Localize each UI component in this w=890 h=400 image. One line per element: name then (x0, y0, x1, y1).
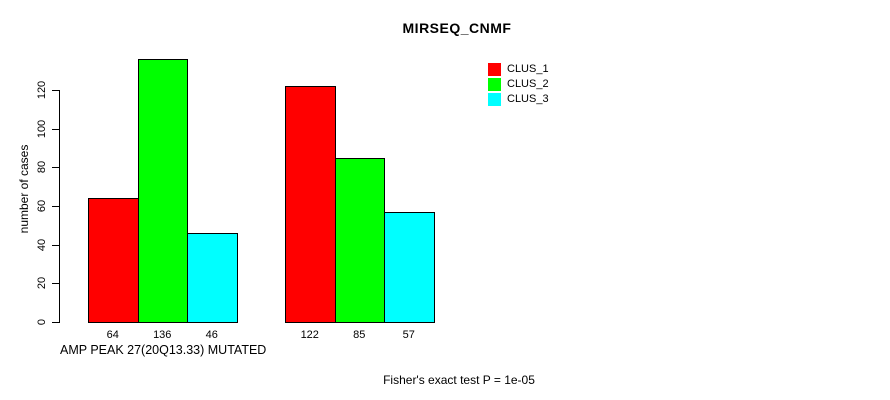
y-tick-label: 100 (36, 119, 48, 138)
bar-clus_2-g1 (137, 59, 188, 323)
y-tick-mark (52, 244, 59, 246)
bar-clus_1-g1 (88, 198, 139, 323)
bar-clus_2-g2 (334, 157, 385, 323)
bar-value-label: 64 (106, 329, 119, 341)
bar-clus_3-g1 (187, 233, 238, 323)
y-tick-label: 60 (36, 199, 48, 213)
y-tick-mark (52, 167, 59, 169)
legend: CLUS_1 CLUS_2 CLUS_3 (488, 62, 549, 107)
legend-label: CLUS_1 (507, 63, 549, 75)
legend-label: CLUS_3 (507, 93, 549, 105)
bar-value-label: 46 (205, 329, 218, 341)
legend-label: CLUS_2 (507, 78, 549, 90)
legend-item-clus_3: CLUS_3 (488, 92, 549, 107)
legend-swatch-icon (488, 93, 501, 106)
legend-item-clus_1: CLUS_1 (488, 62, 549, 77)
y-axis-line (59, 90, 60, 323)
y-tick-mark (52, 206, 59, 207)
y-tick-mark (52, 128, 59, 130)
legend-swatch-icon (488, 78, 501, 91)
y-tick-label: 120 (36, 80, 48, 100)
stat-note: Fisher's exact test P = 1e-05 (383, 373, 535, 387)
bar-clus_3-g2 (384, 211, 435, 323)
bar-value-label: 85 (353, 329, 366, 341)
bar-value-label: 57 (402, 329, 415, 341)
x-axis-title: AMP PEAK 27(20Q13.33) MUTATED (60, 343, 267, 357)
legend-item-clus_2: CLUS_2 (488, 77, 549, 92)
y-tick-mark (52, 322, 59, 323)
y-tick-label: 40 (36, 238, 48, 251)
legend-swatch-icon (488, 63, 501, 76)
y-tick-mark (52, 90, 59, 91)
chart-title: MIRSEQ_CNMF (402, 20, 512, 36)
y-tick-label: 20 (36, 277, 48, 290)
y-tick-mark (52, 283, 59, 285)
bar-clus_1-g2 (285, 86, 336, 323)
y-tick-label: 0 (36, 318, 48, 326)
bar-value-label: 122 (300, 329, 319, 341)
y-tick-label: 80 (36, 161, 48, 174)
bar-value-label: 136 (153, 329, 172, 341)
